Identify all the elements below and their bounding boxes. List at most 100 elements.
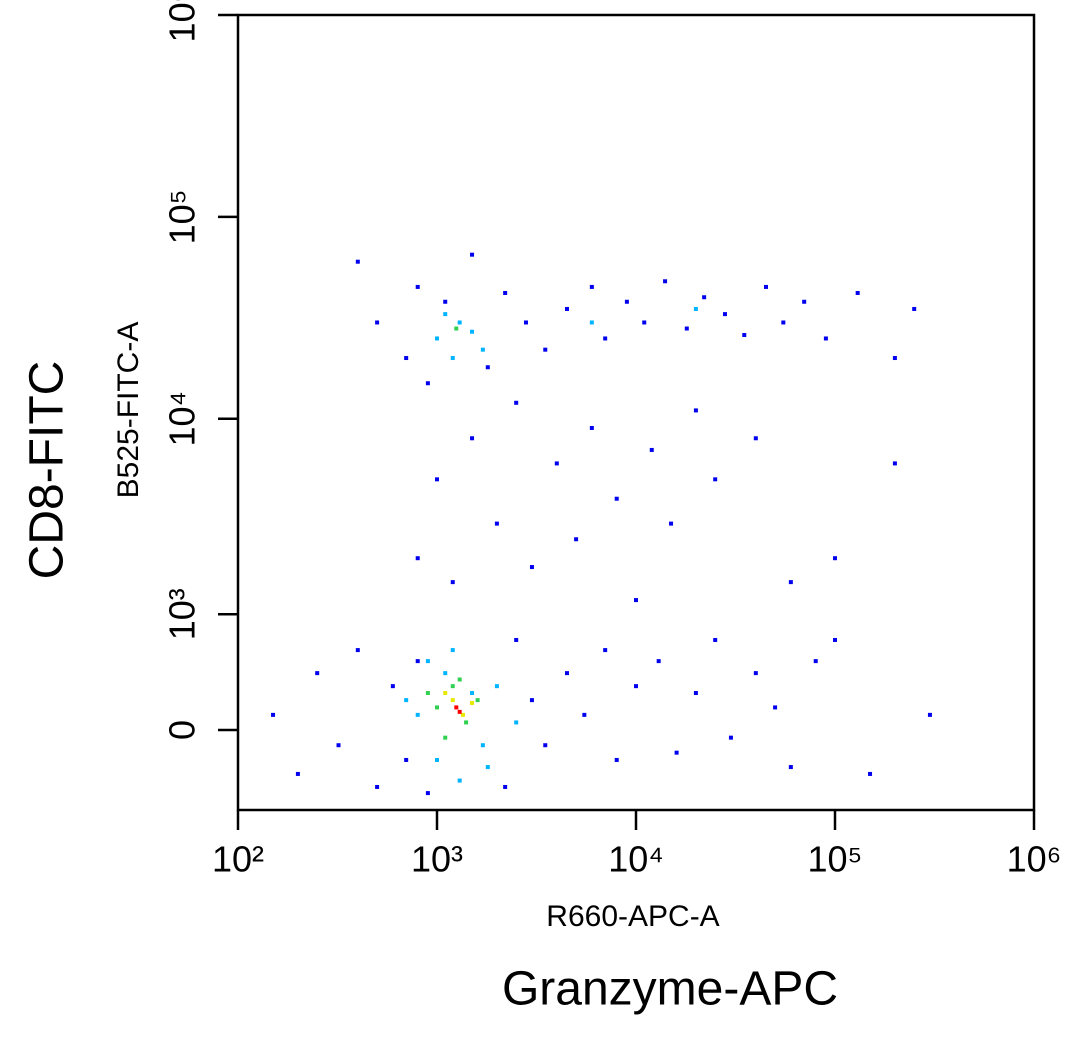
plot-frame (236, 13, 1036, 812)
y-tick-label: 10⁴ (162, 391, 203, 447)
point (480, 347, 485, 352)
point (514, 637, 519, 642)
point (722, 312, 727, 317)
point (684, 326, 689, 331)
point (315, 671, 320, 676)
point (713, 637, 718, 642)
point (404, 698, 409, 703)
point (713, 477, 718, 482)
point (927, 712, 932, 717)
point (802, 299, 807, 304)
point (813, 659, 818, 664)
point (404, 356, 409, 361)
y-title: CD8-FITC (21, 361, 74, 580)
y-tick-label: 0 (162, 720, 203, 740)
point (728, 735, 733, 740)
point (868, 771, 873, 776)
point (503, 784, 508, 789)
point (355, 259, 360, 264)
point (634, 684, 638, 689)
point (460, 712, 465, 717)
point (855, 290, 860, 295)
point (674, 750, 679, 755)
point (390, 684, 395, 689)
point (336, 743, 341, 748)
point (470, 436, 475, 441)
point (457, 677, 462, 682)
point (485, 765, 490, 770)
point (295, 771, 300, 776)
point (543, 347, 548, 352)
point (642, 320, 647, 325)
point (404, 757, 409, 762)
point (494, 684, 499, 689)
point (892, 461, 897, 466)
point (554, 461, 559, 466)
y-tick-label: 10⁵ (162, 189, 203, 244)
point (693, 691, 698, 696)
point (470, 252, 475, 257)
point (529, 698, 534, 703)
point (435, 705, 439, 710)
point (649, 447, 654, 452)
point (435, 757, 439, 762)
point (543, 743, 548, 748)
x-tick-label: 10³ (411, 839, 463, 880)
point (603, 336, 608, 341)
point (425, 691, 430, 696)
point (753, 436, 758, 441)
point (574, 537, 579, 542)
point (753, 671, 758, 676)
point (435, 477, 439, 482)
point (663, 279, 668, 284)
point (833, 637, 837, 642)
point (912, 306, 917, 311)
x-tick-label: 10² (212, 839, 264, 880)
point (375, 320, 380, 325)
point (415, 712, 420, 717)
point (742, 333, 747, 338)
point (656, 659, 661, 664)
point (582, 712, 587, 717)
point (454, 705, 459, 710)
point (271, 712, 276, 717)
point (464, 720, 469, 725)
point (624, 299, 629, 304)
point (564, 306, 569, 311)
point (415, 659, 420, 664)
point (485, 365, 490, 370)
point (443, 671, 448, 676)
point (425, 791, 430, 796)
point (614, 757, 619, 762)
x-tick-label: 10⁴ (608, 839, 664, 880)
point (457, 320, 462, 325)
point (450, 580, 455, 585)
point (415, 556, 420, 561)
point (781, 320, 786, 325)
point (833, 556, 837, 561)
point (443, 691, 448, 696)
point (457, 778, 462, 783)
point (564, 671, 569, 676)
point (603, 648, 608, 653)
point (693, 408, 698, 413)
point (494, 521, 499, 526)
x-tick-label: 10⁵ (808, 839, 863, 880)
point (589, 425, 594, 430)
point (503, 290, 508, 295)
y-tick-label: 10³ (162, 588, 203, 640)
point (435, 336, 439, 341)
x-title: Granzyme-APC (502, 963, 838, 1016)
point (480, 743, 485, 748)
point (514, 720, 519, 725)
point (788, 580, 793, 585)
x-tick-label: 10⁶ (1007, 839, 1062, 880)
point (454, 326, 459, 331)
x-axis-label: R660-APC-A (546, 900, 719, 933)
point (892, 356, 897, 361)
point (450, 356, 455, 361)
point (443, 312, 448, 317)
point (763, 284, 768, 289)
point (634, 598, 638, 603)
